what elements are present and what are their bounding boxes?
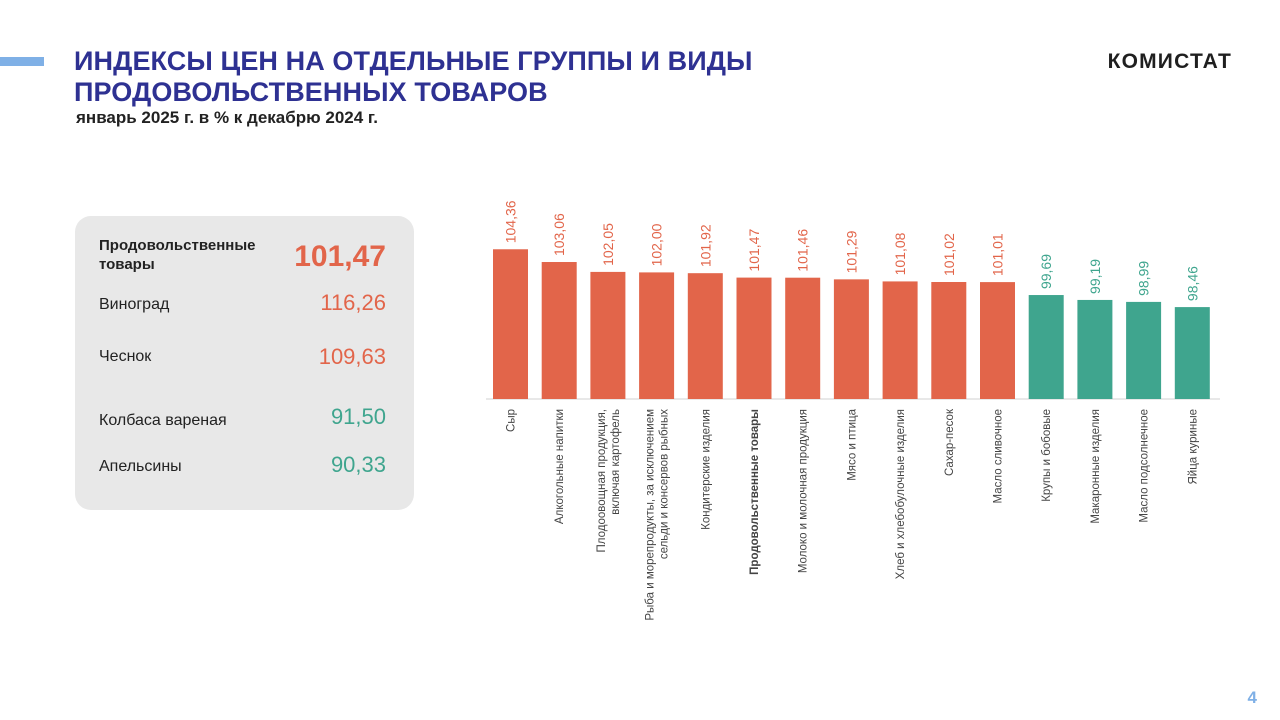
data-label: 99,19 [1087, 259, 1103, 294]
data-label: 98,46 [1184, 266, 1200, 301]
data-label: 101,92 [697, 224, 713, 267]
category-label: Рыба и морепродукты, за исключением сельд… [645, 409, 671, 621]
bar [687, 273, 723, 399]
category-label: Масло подсолнечное [1139, 409, 1151, 523]
category-label: Кондитерские изделия [700, 409, 712, 530]
page-title: ИНДЕКСЫ ЦЕН НА ОТДЕЛЬНЫЕ ГРУППЫ И ВИДЫ П… [74, 46, 753, 108]
category-label: Мясо и птица [846, 408, 858, 480]
category-label: Плодоовощная продукция, включая картофель [596, 409, 622, 552]
page-subtitle: январь 2025 г. в % к декабрю 2024 г. [76, 108, 379, 127]
summary-row: Чеснок 109,63 [99, 344, 386, 374]
bar [1077, 299, 1113, 399]
bar [1174, 307, 1210, 399]
category-label: Масло сливочное [993, 409, 1005, 503]
summary-item-value: 116,26 [320, 290, 386, 315]
bar [1126, 301, 1162, 399]
data-label: 101,01 [990, 233, 1006, 276]
category-label: Сыр [506, 409, 518, 432]
summary-item-value: 90,33 [330, 452, 386, 477]
category-label: Молоко и молочная продукция [798, 409, 810, 573]
category-label: Макаронные изделия [1090, 409, 1102, 524]
brand-logo: КОМИСТАТ [1107, 50, 1232, 73]
page-title-line-2: ПРОДОВОЛЬСТВЕННЫХ ТОВАРОВ [74, 77, 548, 107]
page-title-line-1: ИНДЕКСЫ ЦЕН НА ОТДЕЛЬНЫЕ ГРУППЫ И ВИДЫ [74, 46, 753, 76]
summary-item-value: 91,50 [330, 404, 386, 429]
bar [980, 282, 1015, 399]
data-label: 101,02 [941, 233, 957, 276]
data-label: 101,47 [746, 229, 762, 272]
summary-item-label: Апельсины [99, 458, 182, 475]
summary-item-label: Колбаса вареная [99, 412, 227, 429]
page-number: 4 [1247, 688, 1257, 707]
summary-row: Колбаса вареная 91,50 [99, 404, 386, 434]
data-label: 98,99 [1136, 261, 1152, 296]
data-label: 99,69 [1038, 254, 1054, 289]
category-label: Продовольственные товары [749, 409, 761, 575]
data-label: 101,46 [795, 229, 811, 272]
price-index-bar-chart: 104,36 Сыр 103,06 Алкогольные напитки 102,05… [486, 200, 1220, 621]
bar [541, 262, 577, 399]
bar [639, 272, 675, 399]
bar [882, 281, 918, 399]
bar [931, 282, 967, 399]
summary-row: Апельсины 90,33 [99, 452, 386, 482]
bar [1028, 295, 1064, 399]
summary-item-label: Виноград [99, 296, 170, 313]
category-label: Крупы и бобовые [1041, 409, 1053, 502]
data-label: 102,00 [649, 223, 665, 266]
category-label: Яйца куриные [1187, 409, 1199, 485]
summary-item-value: 109,63 [318, 344, 386, 369]
category-label: Алкогольные напитки [554, 409, 566, 524]
summary-row: Виноград 116,26 [99, 290, 386, 320]
summary-main-value: 101,47 [294, 240, 386, 273]
bar [833, 279, 869, 399]
data-label: 102,05 [600, 223, 616, 266]
data-label: 101,29 [843, 230, 859, 273]
summary-main-label: Продовольственные товары [99, 237, 256, 273]
bar [493, 249, 528, 399]
bar [785, 277, 821, 399]
category-label: Хлеб и хлебобулочные изделия [895, 409, 907, 579]
data-label: 101,08 [892, 232, 908, 275]
data-label: 104,36 [503, 200, 519, 243]
summary-row-main: Продовольственные товары 101,47 [99, 236, 386, 276]
bar [736, 277, 772, 399]
bar [590, 271, 626, 399]
summary-item-label: Чеснок [99, 348, 152, 365]
accent-bar [0, 57, 44, 66]
category-label: Сахар-песок [944, 408, 956, 476]
data-label: 103,06 [551, 213, 567, 256]
summary-panel: Продовольственные товары 101,47 Виноград… [75, 216, 414, 510]
